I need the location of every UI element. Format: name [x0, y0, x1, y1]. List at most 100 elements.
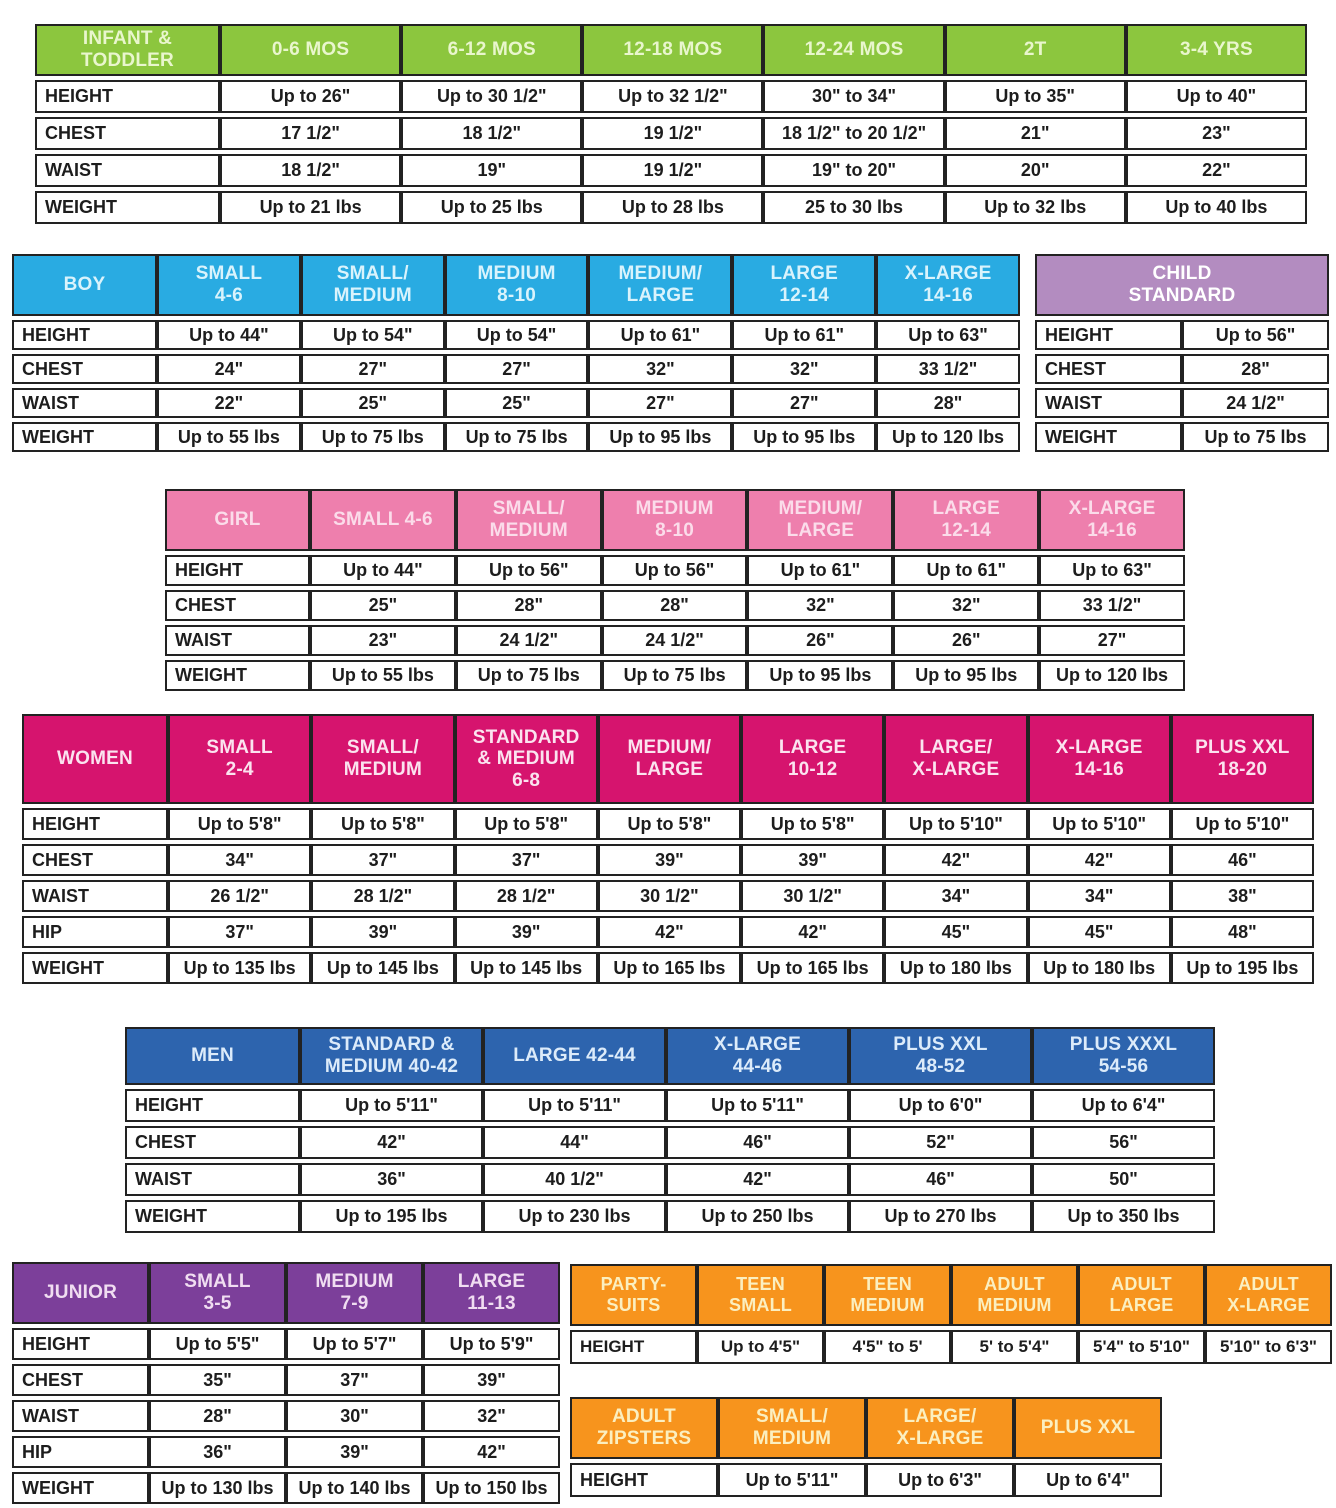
girl-value-cell: Up to 75 lbs — [601, 660, 748, 691]
junior-value-cell: Up to 5'7" — [286, 1328, 423, 1360]
boy-value-cell: 27" — [300, 354, 445, 384]
child-value-cell: Up to 56" — [1182, 320, 1329, 350]
boy-row-label: WEIGHT — [12, 422, 157, 452]
women-value-cell: 39" — [741, 844, 885, 876]
boy-column-header: X-LARGE 14-16 — [876, 254, 1020, 316]
boy-value-cell: Up to 120 lbs — [876, 422, 1020, 452]
women-value-cell: Up to 5'8" — [597, 808, 741, 840]
party-value-cell: 4'5" to 5' — [824, 1330, 951, 1364]
men-value-cell: Up to 5'11" — [483, 1089, 666, 1122]
boy-value-cell: Up to 95 lbs — [732, 422, 877, 452]
women-value-cell: 39" — [597, 844, 741, 876]
men-value-cell: 44" — [483, 1126, 666, 1159]
girl-column-header: LARGE 12-14 — [893, 489, 1040, 551]
boy-value-cell: 32" — [732, 354, 877, 384]
boy-value-cell: 27" — [732, 388, 877, 418]
infant-toddler-size-table: INFANT & TODDLER 0-6 MOS 6-12 MOS 12-18 MOS… — [35, 20, 1307, 228]
women-column-header: MEDIUM/ LARGE — [597, 714, 741, 804]
men-column-header: LARGE 42-44 — [483, 1027, 666, 1085]
women-value-cell: 42" — [597, 916, 741, 948]
women-value-cell: 37" — [311, 844, 455, 876]
party-row-label: HEIGHT — [570, 1330, 697, 1364]
infant-value-cell: 21" — [944, 117, 1126, 150]
boy-column-header: SMALL/ MEDIUM — [300, 254, 445, 316]
infant-row-label: CHEST — [35, 117, 220, 150]
girl-value-cell: 33 1/2" — [1039, 590, 1185, 621]
men-column-header: PLUS XXL 48-52 — [849, 1027, 1032, 1085]
infant-value-cell: 19" — [401, 154, 583, 187]
men-value-cell: 46" — [666, 1126, 849, 1159]
girl-value-cell: 26" — [747, 625, 894, 656]
zip-value-cell: Up to 6'3" — [866, 1463, 1014, 1497]
junior-column-header: MEDIUM 7-9 — [286, 1262, 423, 1324]
infant-column-header: 2T — [944, 24, 1126, 76]
junior-size-table: JUNIOR SMALL 3-5 MEDIUM 7-9 LARGE 11-13 HEIG… — [12, 1258, 560, 1508]
men-value-cell: Up to 5'11" — [300, 1089, 483, 1122]
junior-value-cell: 32" — [423, 1400, 560, 1432]
infant-row-label: WEIGHT — [35, 191, 220, 224]
infant-column-header: 12-18 MOS — [582, 24, 764, 76]
party-suits-size-table: PARTY- SUITS TEEN SMALL TEEN MEDIUM ADULT M… — [570, 1260, 1332, 1368]
junior-value-cell: 39" — [286, 1436, 423, 1468]
men-value-cell: Up to 6'0" — [849, 1089, 1032, 1122]
men-value-cell: 46" — [849, 1163, 1032, 1196]
women-column-header: SMALL 2-4 — [168, 714, 312, 804]
boy-value-cell: Up to 55 lbs — [157, 422, 301, 452]
women-row-label: HEIGHT — [22, 808, 168, 840]
junior-column-header: SMALL 3-5 — [149, 1262, 286, 1324]
girl-value-cell: 32" — [893, 590, 1040, 621]
girl-column-header: MEDIUM/ LARGE — [747, 489, 894, 551]
party-column-header: TEEN SMALL — [697, 1264, 824, 1326]
men-value-cell: 56" — [1032, 1126, 1215, 1159]
women-value-cell: Up to 5'8" — [454, 808, 598, 840]
infant-value-cell: Up to 32 1/2" — [582, 80, 764, 113]
women-column-header: X-LARGE 14-16 — [1027, 714, 1171, 804]
junior-row-label: HIP — [12, 1436, 149, 1468]
women-value-cell: Up to 5'10" — [884, 808, 1028, 840]
women-value-cell: 45" — [884, 916, 1028, 948]
zip-column-header: PLUS XXL — [1014, 1397, 1162, 1459]
men-value-cell: Up to 230 lbs — [483, 1200, 666, 1233]
infant-value-cell: 20" — [944, 154, 1126, 187]
boy-column-header: BOY — [12, 254, 157, 316]
boy-value-cell: 32" — [588, 354, 733, 384]
women-value-cell: Up to 195 lbs — [1170, 952, 1314, 984]
junior-value-cell: 35" — [149, 1364, 286, 1396]
women-value-cell: Up to 180 lbs — [1027, 952, 1171, 984]
boy-value-cell: 25" — [444, 388, 589, 418]
boy-value-cell: Up to 54" — [300, 320, 445, 350]
women-value-cell: 34" — [1027, 880, 1171, 912]
girl-value-cell: Up to 95 lbs — [893, 660, 1040, 691]
infant-value-cell: Up to 30 1/2" — [401, 80, 583, 113]
zip-row-label: HEIGHT — [570, 1463, 718, 1497]
men-size-table: MEN STANDARD & MEDIUM 40-42 LARGE 42-44 X-L… — [125, 1023, 1215, 1237]
party-column-header: ADULT MEDIUM — [951, 1264, 1078, 1326]
girl-column-header: SMALL 4-6 — [310, 489, 456, 551]
men-value-cell: 36" — [300, 1163, 483, 1196]
girl-value-cell: 23" — [310, 625, 456, 656]
infant-column-header: 3-4 YRS — [1125, 24, 1307, 76]
men-column-header: MEN — [125, 1027, 300, 1085]
men-column-header: X-LARGE 44-46 — [666, 1027, 849, 1085]
zip-value-cell: Up to 5'11" — [718, 1463, 866, 1497]
boy-column-header: SMALL 4-6 — [157, 254, 301, 316]
boy-column-header: MEDIUM 8-10 — [444, 254, 589, 316]
boy-value-cell: Up to 44" — [157, 320, 301, 350]
child-value-cell: 28" — [1182, 354, 1329, 384]
women-value-cell: 34" — [884, 880, 1028, 912]
boy-size-table: BOY SMALL 4-6 SMALL/ MEDIUM MEDIUM 8-10 MEDI… — [12, 250, 1020, 456]
infant-value-cell: 25 to 30 lbs — [763, 191, 945, 224]
boy-value-cell: Up to 75 lbs — [300, 422, 445, 452]
girl-value-cell: 28" — [601, 590, 748, 621]
child-row-label: WEIGHT — [1035, 422, 1182, 452]
women-value-cell: 38" — [1170, 880, 1314, 912]
boy-row-label: HEIGHT — [12, 320, 157, 350]
men-value-cell: Up to 270 lbs — [849, 1200, 1032, 1233]
infant-value-cell: 19 1/2" — [582, 154, 764, 187]
women-value-cell: 26 1/2" — [168, 880, 312, 912]
zip-column-header: ADULT ZIPSTERS — [570, 1397, 718, 1459]
girl-column-header: MEDIUM 8-10 — [601, 489, 748, 551]
women-value-cell: Up to 145 lbs — [454, 952, 598, 984]
girl-row-label: HEIGHT — [165, 555, 310, 586]
men-column-header: PLUS XXXL 54-56 — [1032, 1027, 1215, 1085]
